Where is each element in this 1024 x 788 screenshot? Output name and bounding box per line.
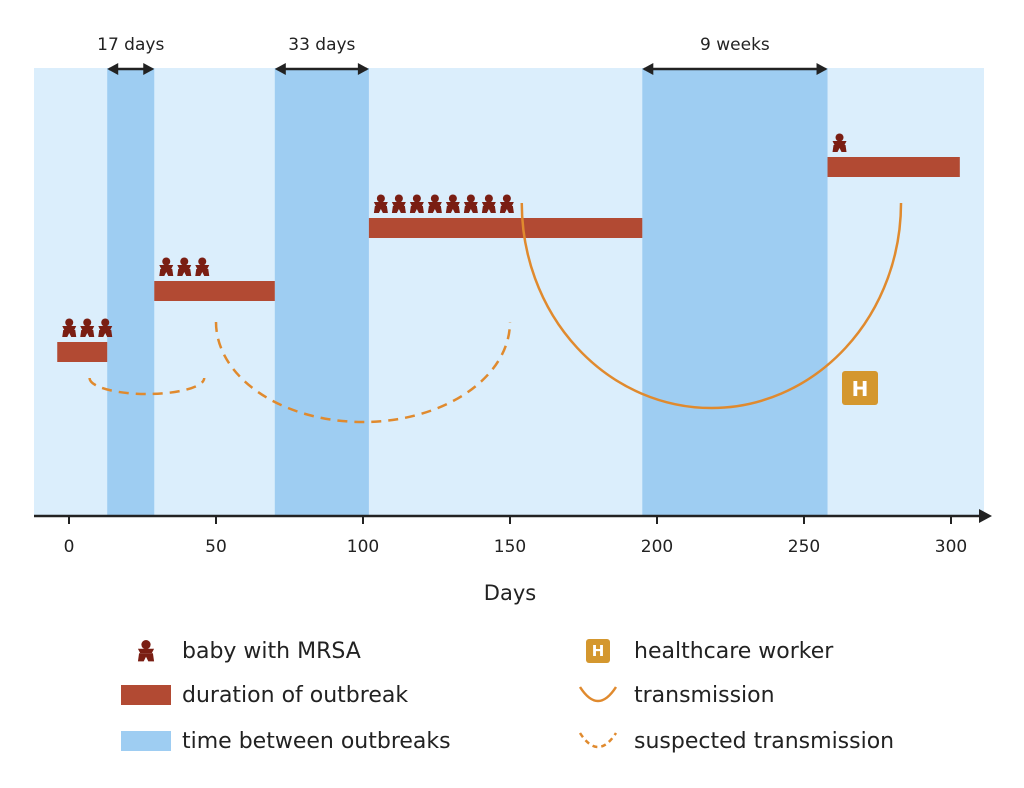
transmission-arc [520,202,903,410]
suspected-arc-icon [572,726,624,756]
healthcare-worker-layer: H [842,371,878,405]
legend-item-healthcare-worker: H healthcare worker [572,636,833,666]
x-tick-label: 250 [788,537,820,557]
x-tick-label: 200 [641,537,673,557]
gap-bracket-arrow-right [143,63,155,75]
x-tick-label: 100 [347,537,379,557]
gap-bracket-layer: 17 days 33 days 9 weeks [97,35,828,75]
transmission-layer [88,202,903,424]
transmission-arc-icon [572,680,624,710]
x-tick-label: 150 [494,537,526,557]
legend-label: duration of outbreak [182,682,409,708]
gap-layer [107,68,828,516]
legend-item-gap: time between outbreaks [120,726,451,756]
suspected-transmission-arc [88,377,206,396]
x-tick-label: 0 [64,537,75,557]
legend-item-duration: duration of outbreak [120,680,408,710]
legend: baby with MRSA duration of outbreak time… [0,620,1024,780]
legend-label: transmission [634,682,775,708]
gap-bracket-arrow-left [642,63,654,75]
x-tick-label: 300 [935,537,967,557]
legend-label: suspected transmission [634,728,895,754]
h-badge-icon: H [572,636,624,666]
x-axis-label: Days [484,581,536,605]
x-tick-label: 50 [205,537,227,557]
gap-swatch [120,726,172,756]
baby-icon [120,636,172,666]
healthcare-worker-badge [842,371,878,405]
gap-label: 9 weeks [700,35,770,55]
outbreak-bar [827,157,960,177]
outbreak-layer [57,157,960,362]
legend-item-suspected: suspected transmission [572,726,894,756]
x-axis-arrow [979,509,992,523]
gap-label: 33 days [288,35,355,55]
gap-bracket-arrow-right [357,63,369,75]
suspected-transmission-arc [214,321,512,424]
x-axis: 0 50 100 150 200 250 300 [34,509,992,557]
legend-label: baby with MRSA [182,638,361,664]
legend-item-transmission: transmission [572,680,775,710]
gap-band [642,68,828,516]
legend-item-baby: baby with MRSA [120,636,361,666]
duration-bar-swatch [120,680,172,710]
legend-label: time between outbreaks [182,728,451,754]
legend-label: healthcare worker [634,638,834,664]
gap-bracket-arrow-right [816,63,828,75]
healthcare-worker-badge-label: H [852,377,869,401]
outbreak-bar [57,342,108,362]
gap-bracket-arrow-left [107,63,119,75]
gap-band [107,68,155,516]
outbreak-timeline-chart: H 17 days 33 days 9 weeks 0 50 100 150 200 250 3… [34,35,992,605]
gap-label: 17 days [97,35,164,55]
outbreak-bar [154,281,275,301]
outbreak-bar [368,218,643,238]
gap-band [274,68,369,516]
gap-bracket-arrow-left [274,63,286,75]
